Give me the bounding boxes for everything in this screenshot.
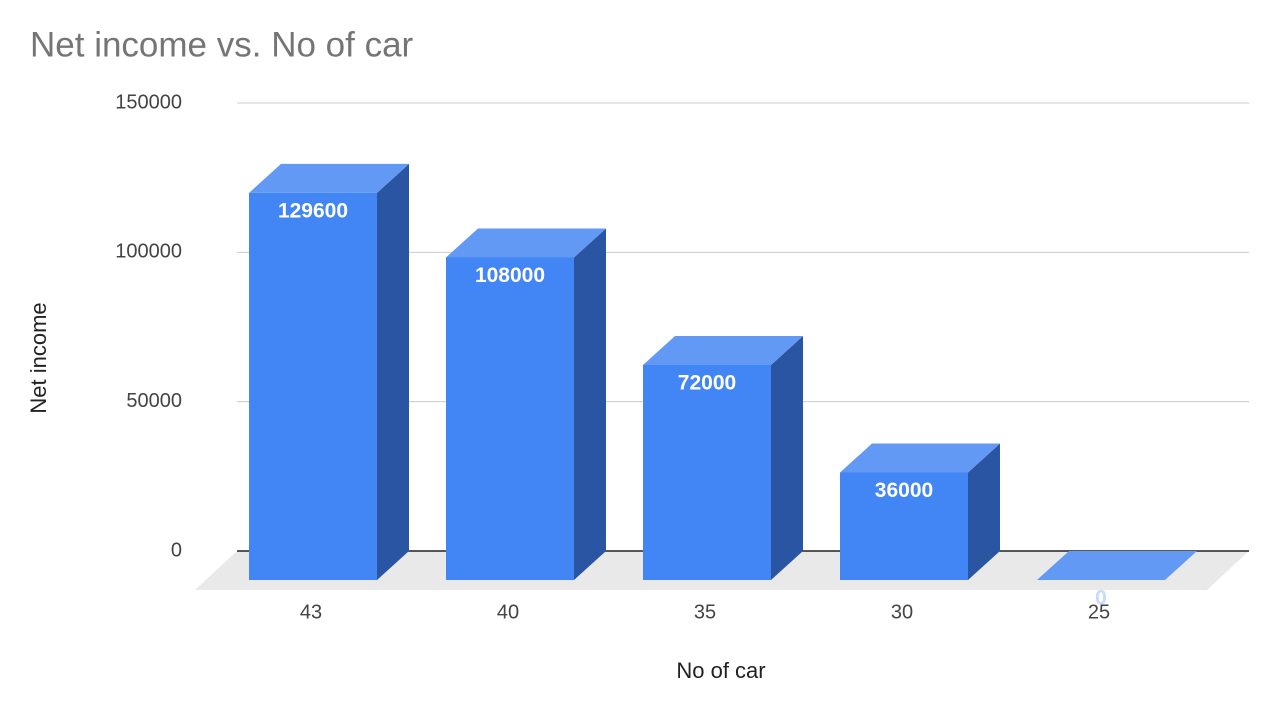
value-label: 108000 — [475, 264, 545, 287]
bar-top — [643, 335, 803, 365]
bar-front — [643, 364, 771, 580]
bar-front — [249, 192, 377, 581]
bar — [446, 228, 606, 580]
value-label: 72000 — [678, 372, 736, 395]
y-tick-label: 0 — [171, 539, 182, 561]
bar — [249, 163, 409, 581]
x-tick-label: 35 — [694, 601, 716, 623]
bar-side — [377, 163, 409, 581]
bar — [643, 335, 803, 580]
bar-side — [771, 335, 803, 580]
x-tick-label: 40 — [497, 601, 519, 623]
bar-side — [574, 228, 606, 580]
value-label: 0 — [1095, 587, 1107, 610]
y-tick-label: 150000 — [115, 91, 182, 113]
y-tick-label: 100000 — [115, 241, 182, 263]
bar-front — [840, 472, 968, 580]
x-tick-label: 30 — [891, 601, 913, 623]
bar — [840, 443, 1000, 580]
bar-top — [249, 163, 409, 193]
bar-front — [446, 257, 574, 580]
bar-side — [968, 443, 1000, 580]
bar-top — [446, 228, 606, 258]
bar-top — [840, 443, 1000, 473]
y-axis-title: Net income — [26, 302, 51, 413]
value-label: 129600 — [278, 199, 348, 222]
x-axis-title: No of car — [676, 658, 765, 683]
value-label: 36000 — [875, 479, 933, 502]
bar — [1037, 551, 1197, 580]
x-tick-label: 25 — [1088, 601, 1110, 623]
x-tick-label: 43 — [300, 601, 322, 623]
bar-top — [1037, 551, 1197, 580]
chart-title: Net income vs. No of car — [30, 25, 414, 64]
y-tick-label: 50000 — [126, 390, 182, 412]
